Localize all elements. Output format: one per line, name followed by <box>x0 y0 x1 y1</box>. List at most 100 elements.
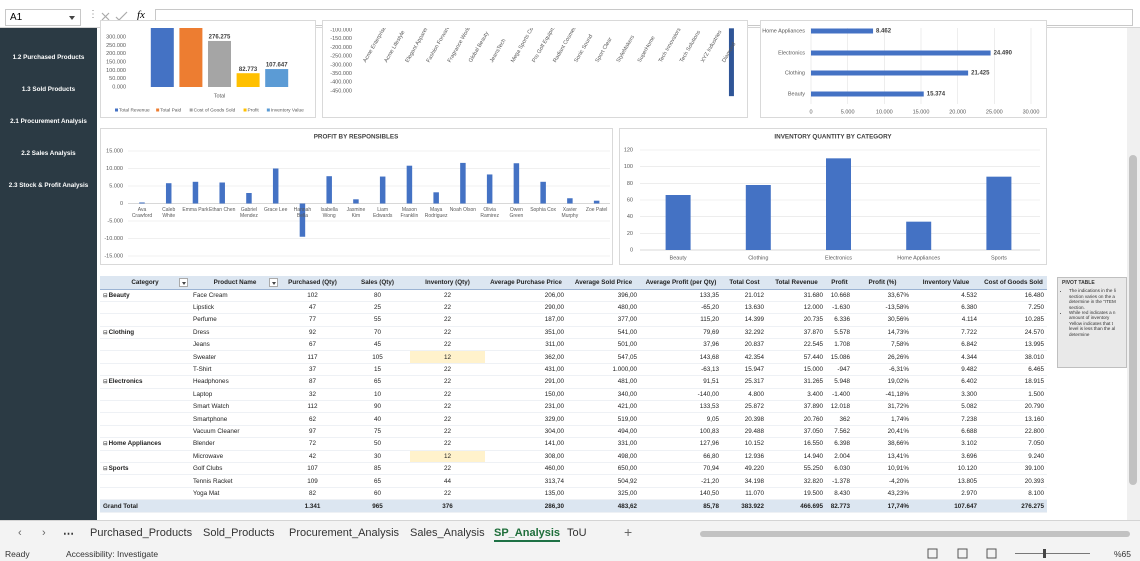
scroll-thumb[interactable] <box>1129 155 1137 485</box>
data-row: Yoga Mat 82 60 22 135,00 325,00 140,50 11.070 19… <box>100 487 1047 501</box>
cell: 10.152 <box>722 437 767 451</box>
legend-swatch <box>266 108 270 112</box>
y-tick-label: -100.000 <box>330 27 352 33</box>
data-row: Lipstick 47 25 22 290,00 480,00 -65,20 13.630 12… <box>100 301 1047 315</box>
sidebar-item[interactable]: 1.3 Sold Products <box>21 86 76 93</box>
bar <box>513 163 520 204</box>
cell: 100,83 <box>640 425 722 439</box>
zoom-thumb[interactable] <box>1043 549 1046 558</box>
bar <box>139 202 145 204</box>
cell: 22.545 <box>767 338 826 352</box>
category-cell[interactable]: Beauty <box>100 289 190 302</box>
header-cell: Cost of Goods Sold <box>980 276 1047 290</box>
note-line: determine in the "ITEM <box>1069 299 1116 305</box>
cell: 77 <box>280 313 345 327</box>
y-tick-label: -250.000 <box>330 54 352 60</box>
sheet-tab[interactable]: Purchased_Products <box>90 527 193 539</box>
cell: 9.240 <box>980 450 1047 463</box>
total-label: Grand Total <box>100 499 190 514</box>
next-sheet[interactable]: › <box>42 527 46 539</box>
sheet-tab[interactable]: Procurement_Analysis <box>289 527 400 539</box>
cell: 494,00 <box>567 425 640 439</box>
cell: 20.837 <box>722 338 767 352</box>
cell: 10.120 <box>912 462 980 476</box>
sidebar-item[interactable]: 2.1 Procurement Analysis <box>10 118 87 125</box>
y-tick-label: 60 <box>627 197 633 203</box>
cell: 13.630 <box>722 301 767 315</box>
bar <box>567 198 573 204</box>
sheet-tab[interactable]: ToU <box>567 527 587 539</box>
category-cell[interactable]: Sports <box>100 462 190 476</box>
cell: 6.030 <box>826 462 853 476</box>
cell: 82 <box>280 487 345 501</box>
cell: 20,41% <box>853 425 912 439</box>
cell: 13.160 <box>980 412 1047 426</box>
page-layout-view[interactable] <box>957 548 968 559</box>
cell: Golf Clubs <box>190 462 280 476</box>
add-sheet[interactable]: + <box>624 524 633 540</box>
x-tick-label: JeansTech <box>489 38 507 64</box>
cell: -21,20 <box>640 474 722 488</box>
chart-panel <box>322 20 748 118</box>
cell: 39.100 <box>980 462 1047 476</box>
fx-button[interactable]: fx <box>137 9 145 21</box>
legend-swatch <box>189 108 193 112</box>
cell: 351,00 <box>485 326 567 340</box>
legend-label: Total Paid <box>160 107 181 113</box>
sheet-tab[interactable]: Sales_Analysis <box>410 527 485 539</box>
filter-button[interactable] <box>269 278 278 287</box>
category-cell[interactable]: Home Appliances <box>100 437 190 451</box>
more-sheets[interactable]: ⋯ <box>63 528 74 540</box>
cell: 25 <box>345 301 410 315</box>
x-tick-label: Sports <box>991 255 1007 261</box>
cell: 92 <box>280 326 345 340</box>
sidebar-item[interactable]: 1.2 Purchased Products <box>12 54 85 61</box>
cell: 29.488 <box>722 425 767 439</box>
cell: 16.480 <box>980 289 1047 302</box>
x-tick-label: Maya Rodriguez <box>424 207 448 219</box>
bar <box>246 193 252 204</box>
note-line: section. <box>1069 304 1085 310</box>
category-cell[interactable]: Clothing <box>100 326 190 340</box>
cell: 498,00 <box>567 450 640 463</box>
name-box[interactable]: A1 <box>5 9 81 26</box>
cell: -1.378 <box>826 474 853 488</box>
header-cell: Category <box>100 276 190 290</box>
cell: 231,00 <box>485 400 567 414</box>
cell: Dress <box>190 326 280 340</box>
cell: 42 <box>280 450 345 463</box>
filter-button[interactable] <box>179 278 188 287</box>
cell: 97 <box>280 425 345 439</box>
legend-label: Total Revenue <box>119 107 150 113</box>
sheet-tabs: ‹ › ⋯ + Purchased_Products Sold_Products P… <box>0 520 1140 545</box>
cell: 32.820 <box>767 474 826 488</box>
sidebar-item[interactable]: 2.2 Sales Analysis <box>21 150 76 157</box>
cell: 22 <box>410 289 485 302</box>
cell: 25.317 <box>722 375 767 389</box>
cell: Face Cream <box>190 289 280 302</box>
cell: 57.440 <box>767 350 826 364</box>
data-row: Jeans 67 45 22 311,00 501,00 37,96 20.837 22.545… <box>100 338 1047 352</box>
cell: 19,02% <box>853 375 912 389</box>
header-cell: Sales (Qty) <box>345 276 410 290</box>
horizontal-scrollbar[interactable] <box>700 531 1130 537</box>
data-row: Smart Watch 112 90 22 231,00 421,00 133,53 25.8… <box>100 400 1047 414</box>
cell: 31.265 <box>767 375 826 389</box>
prev-sheet[interactable]: ‹ <box>18 527 22 539</box>
total-cell: 286,30 <box>485 499 567 514</box>
chart: 0.000 50.000 100.000 150.000 200.000 250.000 3… <box>106 28 304 113</box>
accessibility[interactable]: Accessibility: Investigate <box>66 549 159 559</box>
cell: T-Shirt <box>190 363 280 377</box>
page-break-view[interactable] <box>986 548 997 559</box>
total-cell: 383.922 <box>722 499 767 514</box>
cell: 4.344 <box>912 350 980 364</box>
normal-view[interactable] <box>927 548 938 559</box>
cell: 55 <box>345 313 410 327</box>
category-cell[interactable]: Electronics <box>100 375 190 389</box>
sheet-tab[interactable]: SP_Analysis <box>494 527 561 542</box>
cell: 5.948 <box>826 375 853 389</box>
sheet-tab[interactable]: Sold_Products <box>203 527 275 539</box>
sidebar-item[interactable]: 2.3 Stock & Profit Analysis <box>8 182 89 189</box>
